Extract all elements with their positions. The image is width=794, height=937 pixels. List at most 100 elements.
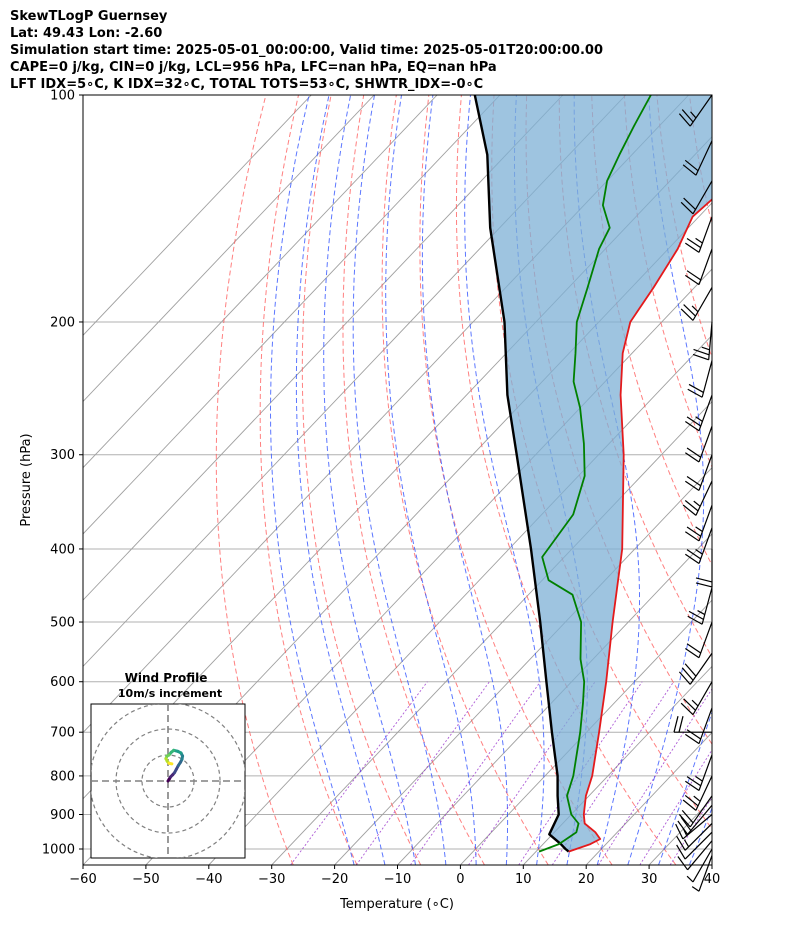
wind-barb [685,248,713,286]
wind-barb [685,426,713,463]
isotherm-line [585,731,712,865]
moist-adiabat [658,710,712,865]
y-tick-label: 700 [50,726,75,741]
x-tick-label: 0 [456,872,464,887]
isotherm-line [83,95,501,535]
dry-adiabat [755,95,794,865]
y-tick-label: 800 [50,769,75,784]
parcel-profile-line [473,95,570,853]
moist-adiabat [352,95,447,865]
x-tick-label: 10 [515,872,532,887]
wind-barb [678,652,713,685]
moist-adiabat [323,95,416,865]
wind-barb [687,360,713,398]
wind-barb [680,180,713,215]
temperature-line [568,198,712,853]
wind-barb [685,527,713,565]
dry-adiabat [342,95,485,865]
wind-barb [678,795,713,828]
wind-barb [685,707,713,745]
wind-barb [685,216,713,253]
wind-barb [685,394,713,432]
wind-barb [685,621,713,659]
mixing-ratio-line [468,681,596,865]
hodograph-segment [167,761,174,766]
mixing-ratio-line [410,681,541,865]
isotherm-line [83,95,564,601]
moist-adiabat [385,95,477,865]
wind-barb [678,94,713,127]
moist-adiabat [421,95,509,865]
wind-barb [685,454,713,491]
y-tick-label: 100 [50,89,75,104]
isotherm-line [271,400,712,865]
y-tick-label: 1000 [42,843,75,858]
wind-barb [682,775,713,811]
y-axis-label: Pressure (hPa) [19,433,34,526]
wind-barb [686,848,713,883]
x-axis: −60 −50 −40 −30 −20 −10 0 10 20 30 40 [69,865,720,887]
mixing-ratio-line [290,681,428,865]
title-stability-indices: LFT IDX=5∘C, K IDX=32∘C, TOTAL TOTS=53∘C… [10,77,484,92]
dry-adiabat [591,95,712,567]
mixing-ratio-line [598,688,712,865]
wind-barb [680,681,713,716]
x-tick-label: −50 [132,872,159,887]
wind-barb [682,140,713,176]
isotherm-line [522,665,712,865]
wind-barb [677,840,713,871]
y-tick-label: 500 [50,616,75,631]
wind-barb [685,505,713,542]
title-station: SkewTLogP Guernsey [10,9,168,24]
isotherm-line [83,95,312,336]
dry-adiabat [301,95,422,865]
wind-barb [695,548,713,588]
cape-cin-shading [474,95,712,852]
hodograph-subtitle: 10m/s increment [118,687,222,700]
dry-adiabat [419,95,613,865]
mixing-ratio-line [518,681,643,865]
isotherm-line [711,864,712,865]
y-tick-label: 900 [50,808,75,823]
wind-barb [687,587,713,625]
x-axis-label: Temperature (∘C) [339,897,454,912]
wind-barbs [673,94,713,892]
wind-barb [677,804,713,835]
dry-adiabat [722,95,794,865]
x-tick-label: 20 [578,872,595,887]
x-tick-label: 40 [704,872,721,887]
moist-adiabat [270,95,355,865]
dry-adiabat [215,95,294,865]
dewpoint-line [538,95,652,853]
moist-adiabat [688,806,712,865]
moist-adiabat [720,95,794,865]
y-tick-label: 600 [50,675,75,690]
x-tick-label: −60 [69,872,96,887]
title-location: Lat: 49.43 Lon: -2.60 [10,26,163,41]
wind-barb [673,716,712,733]
isotherm-line [145,268,712,865]
mixing-ratio-line [639,749,712,865]
moist-adiabat [295,95,386,865]
hodograph: Wind Profile 10m/s increment [90,671,246,859]
isotherm-line [397,533,712,865]
x-tick-label: −30 [258,872,285,887]
dry-adiabat [455,95,677,865]
isotherm-line [83,95,375,403]
isotherm-line [83,95,438,469]
x-tick-label: −40 [195,872,222,887]
y-tick-label: 300 [50,448,75,463]
isotherm-line [775,95,794,865]
dry-adiabat [381,95,549,865]
hodograph-title: Wind Profile [125,671,208,685]
y-tick-label: 400 [50,542,75,557]
mixing-ratio-line [355,681,490,865]
isotherm-line [334,467,712,865]
wind-barb [676,831,713,860]
moist-adiabat [464,95,545,865]
x-tick-label: −10 [384,872,411,887]
y-axis: 1000 900 800 700 600 500 400 300 200 100 [42,89,83,858]
y-tick-label: 200 [50,315,75,330]
title-cape-indices: CAPE=0 j/kg, CIN=0 j/kg, LCL=956 hPa, LF… [10,60,497,75]
